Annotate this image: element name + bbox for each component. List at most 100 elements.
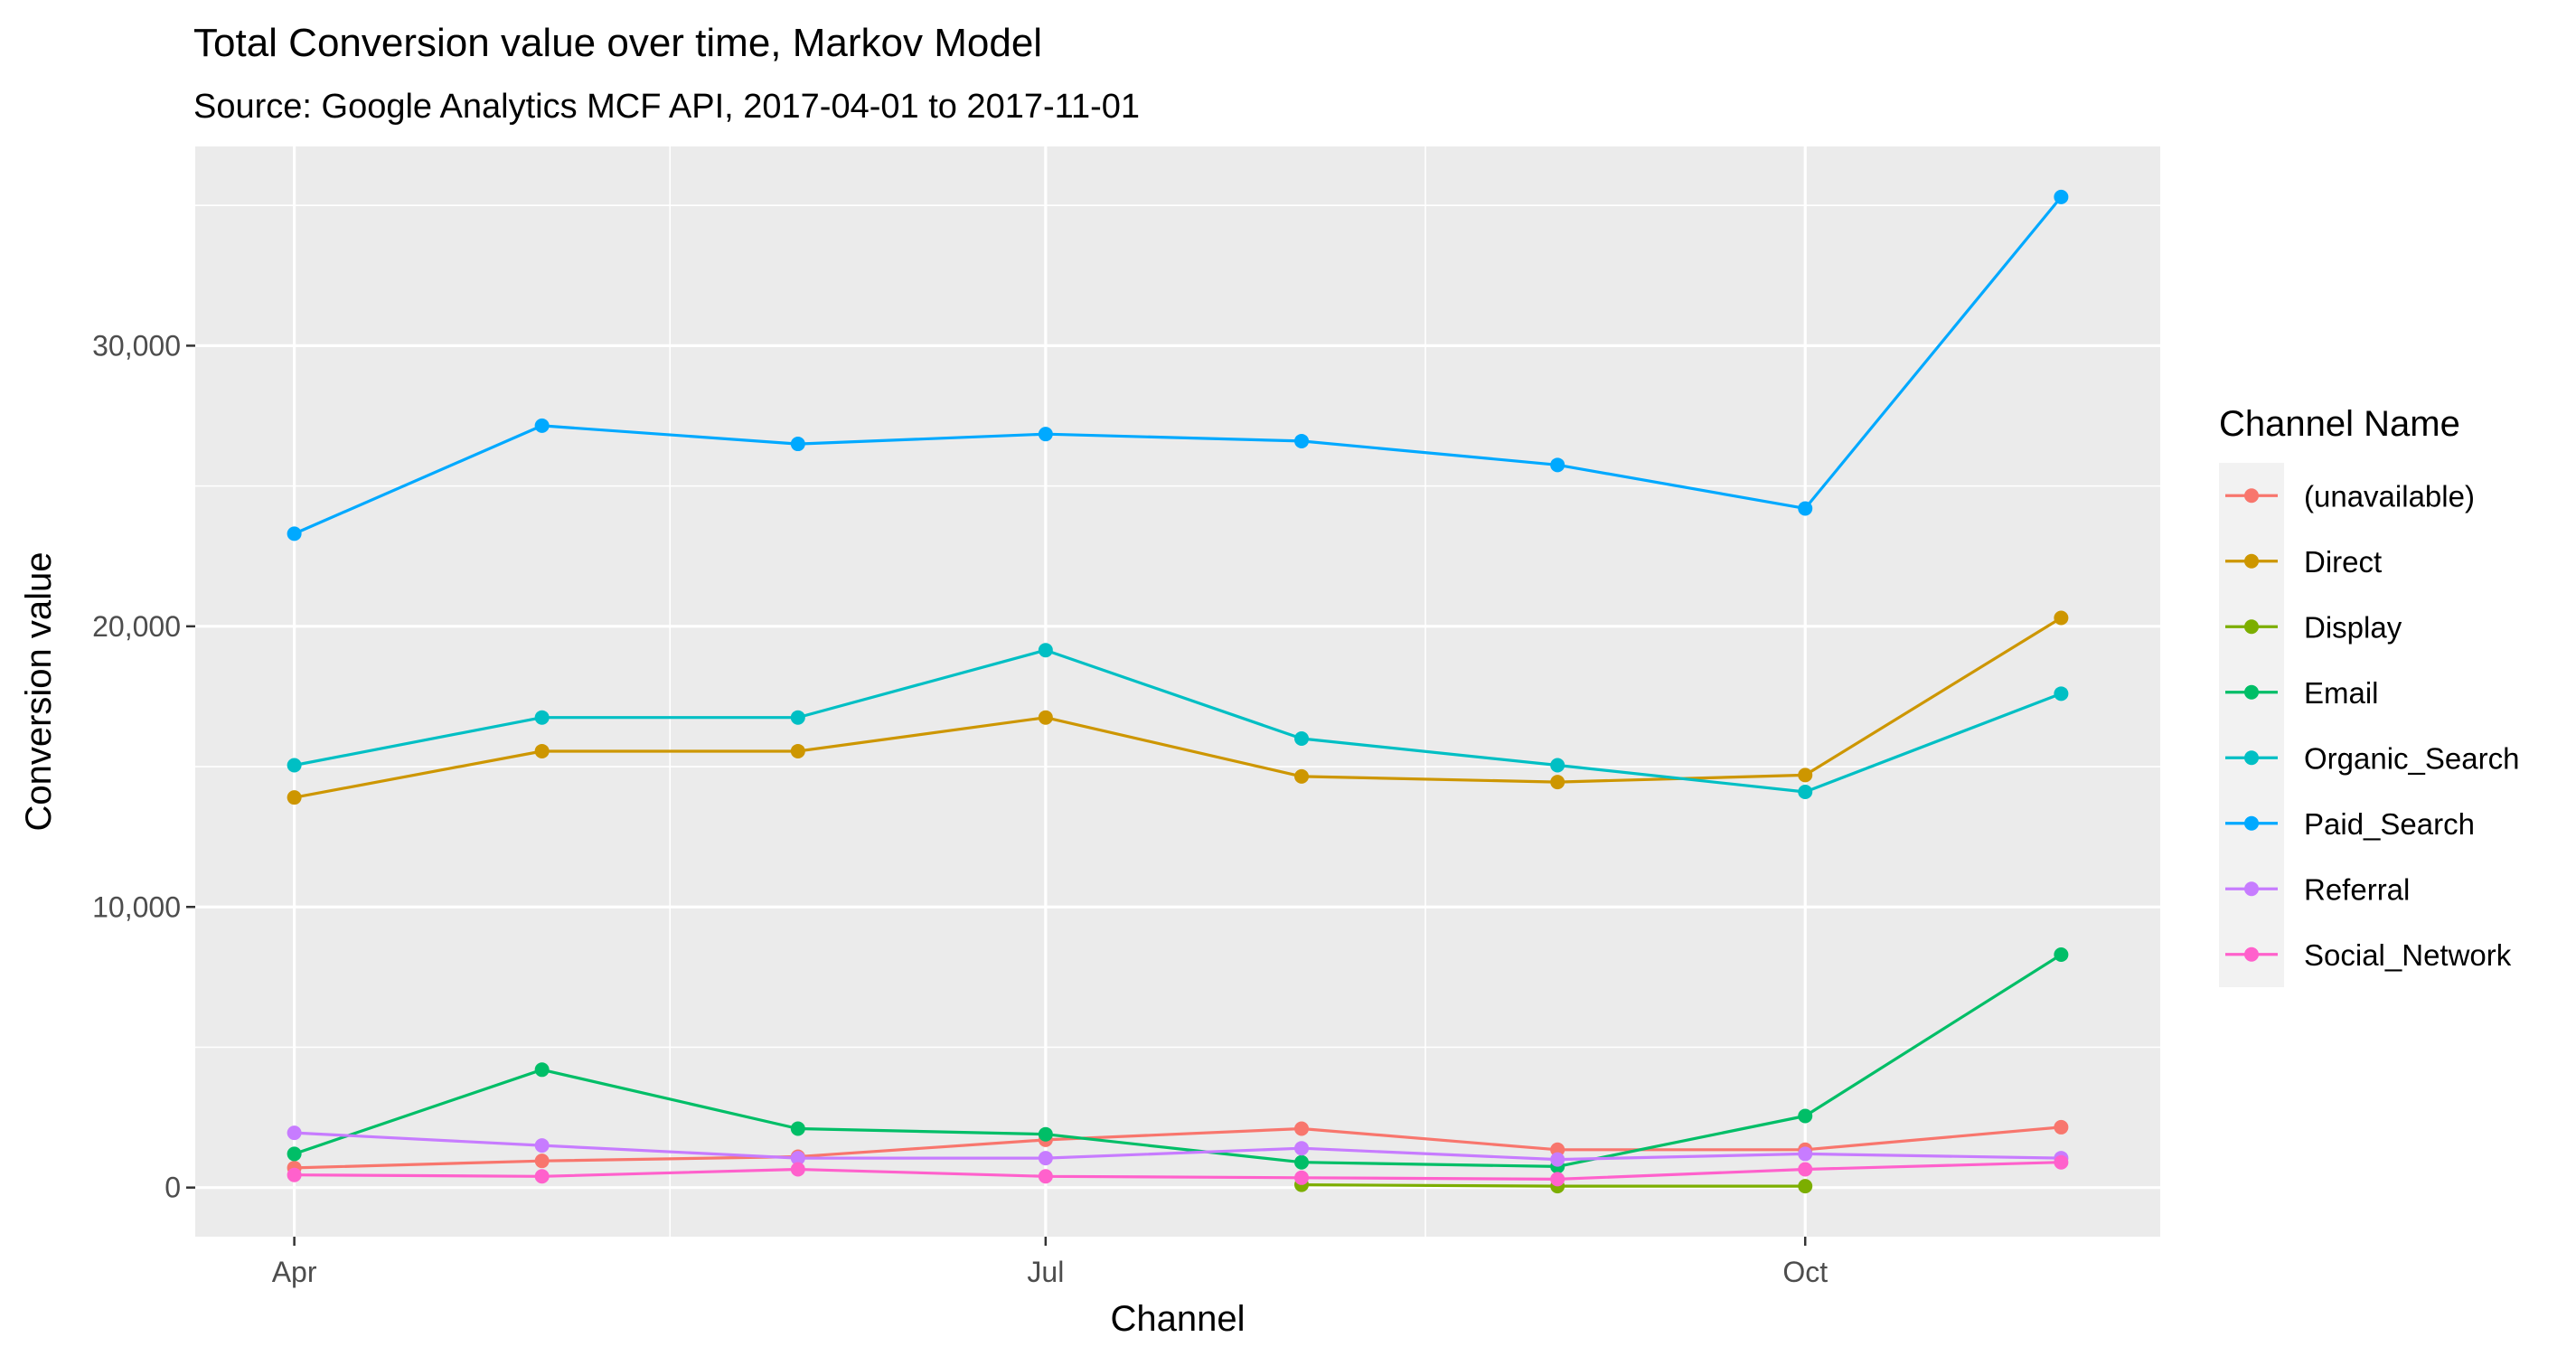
data-point-referral (1798, 1146, 1813, 1162)
data-point-referral (534, 1138, 550, 1154)
data-point-direct (287, 790, 302, 805)
legend-label: Referral (2304, 872, 2410, 906)
data-point-organic-search (2054, 686, 2069, 702)
legend-key-point (2244, 488, 2259, 504)
legend-items: (unavailable) Direct Display Email Organic_S… (2219, 463, 2519, 987)
legend-label: Paid_Search (2304, 807, 2475, 841)
series-line-paid-search (293, 195, 2063, 535)
legend-label: Organic_Search (2304, 741, 2519, 775)
data-point-paid-search (790, 437, 805, 452)
data-point-organic-search (790, 710, 805, 725)
data-point-paid-search (1550, 457, 1565, 473)
data-point-social-network (1294, 1170, 1310, 1185)
series-line-social-network (294, 1161, 2062, 1182)
grid-minor (195, 146, 2160, 1237)
data-point-direct (1798, 767, 1813, 783)
legend-key-point (2244, 619, 2259, 635)
data-point-paid-search (534, 418, 550, 433)
data-point-paid-search (287, 526, 302, 541)
data-point-paid-search (1798, 501, 1813, 516)
legend-item-unavailable: (unavailable) (2219, 463, 2475, 529)
legend-item-email: Email (2219, 659, 2379, 725)
data-point-direct (1038, 710, 1053, 725)
y-axis: 0 10,000 20,000 30,000 (92, 329, 195, 1204)
series-line-unavailable (294, 1125, 2062, 1170)
legend-key-point (2244, 553, 2259, 569)
data-point-email (1294, 1154, 1310, 1170)
data-point-referral (1550, 1152, 1565, 1167)
legend-key-point (2244, 815, 2259, 831)
data-point-direct (790, 743, 805, 758)
x-tick-label: Oct (1782, 1256, 1828, 1288)
legend-item-organic-search: Organic_Search (2219, 725, 2519, 791)
legend-item-social-network: Social_Network (2219, 921, 2512, 987)
series-line-referral (294, 1131, 2062, 1162)
data-point-direct (1294, 768, 1310, 784)
data-point-referral (1038, 1151, 1053, 1166)
data-point-referral (287, 1125, 302, 1141)
x-axis-title: Channel (1110, 1299, 1245, 1339)
plot-panel (195, 146, 2160, 1237)
data-point-direct (1550, 775, 1565, 790)
grid-major (195, 146, 2160, 1237)
data-point-social-network (790, 1162, 805, 1177)
data-point-email (1038, 1126, 1053, 1142)
data-point-social-network (2054, 1154, 2069, 1170)
legend-key-point (2244, 946, 2259, 962)
data-point-social-network (1798, 1162, 1813, 1177)
x-tick-label: Jul (1027, 1256, 1064, 1288)
legend-key-point (2244, 750, 2259, 766)
legend-title: Channel Name (2219, 404, 2460, 444)
data-point-unavailable (1294, 1121, 1310, 1136)
y-tick-label: 10,000 (92, 890, 181, 923)
legend-label: Social_Network (2304, 938, 2512, 972)
legend-item-paid-search: Paid_Search (2219, 790, 2475, 856)
y-tick-label: 20,000 (92, 610, 181, 643)
y-tick-label: 0 (165, 1172, 181, 1204)
legend-label: (unavailable) (2304, 479, 2475, 513)
data-point-direct (534, 743, 550, 758)
data-point-referral (1294, 1141, 1310, 1156)
data-point-social-network (1550, 1172, 1565, 1187)
data-point-organic-search (1798, 784, 1813, 799)
data-point-organic-search (1038, 643, 1053, 658)
series-line-direct (294, 617, 2063, 799)
chart-subtitle: Source: Google Analytics MCF API, 2017-0… (193, 88, 1140, 126)
series-line-organic-search (294, 648, 2062, 794)
legend-label: Email (2304, 676, 2379, 710)
series-lines (293, 195, 2063, 1188)
series-points (287, 189, 2069, 1194)
data-point-social-network (287, 1167, 302, 1182)
legend-item-display: Display (2219, 594, 2402, 660)
data-point-unavailable (534, 1154, 550, 1169)
legend-item-referral: Referral (2219, 856, 2410, 922)
data-point-organic-search (1294, 730, 1310, 746)
legend-item-direct: Direct (2219, 528, 2382, 594)
x-axis: Apr Jul Oct (272, 1237, 1828, 1288)
data-point-organic-search (1550, 758, 1565, 773)
data-point-social-network (534, 1169, 550, 1184)
data-point-email (2054, 947, 2069, 963)
data-point-organic-search (534, 710, 550, 725)
chart-title: Total Conversion value over time, Markov… (193, 21, 1042, 65)
series-line-email (294, 953, 2063, 1169)
data-point-referral (790, 1151, 805, 1166)
data-point-paid-search (2054, 189, 2069, 204)
data-point-email (287, 1146, 302, 1162)
legend-key-point (2244, 881, 2259, 897)
legend-label: Direct (2304, 545, 2382, 579)
data-point-social-network (1038, 1169, 1053, 1184)
data-point-organic-search (287, 758, 302, 773)
x-tick-label: Apr (272, 1256, 317, 1288)
data-point-email (534, 1062, 550, 1078)
data-point-email (790, 1121, 805, 1136)
legend-key-point (2244, 684, 2259, 700)
data-point-paid-search (1038, 427, 1053, 442)
data-point-paid-search (1294, 433, 1310, 448)
data-point-direct (2054, 610, 2069, 626)
legend-label: Display (2304, 610, 2402, 644)
data-point-unavailable (2054, 1119, 2069, 1135)
y-tick-label: 30,000 (92, 329, 181, 362)
legend: Channel Name (unavailable) Direct Display E… (2219, 404, 2519, 987)
